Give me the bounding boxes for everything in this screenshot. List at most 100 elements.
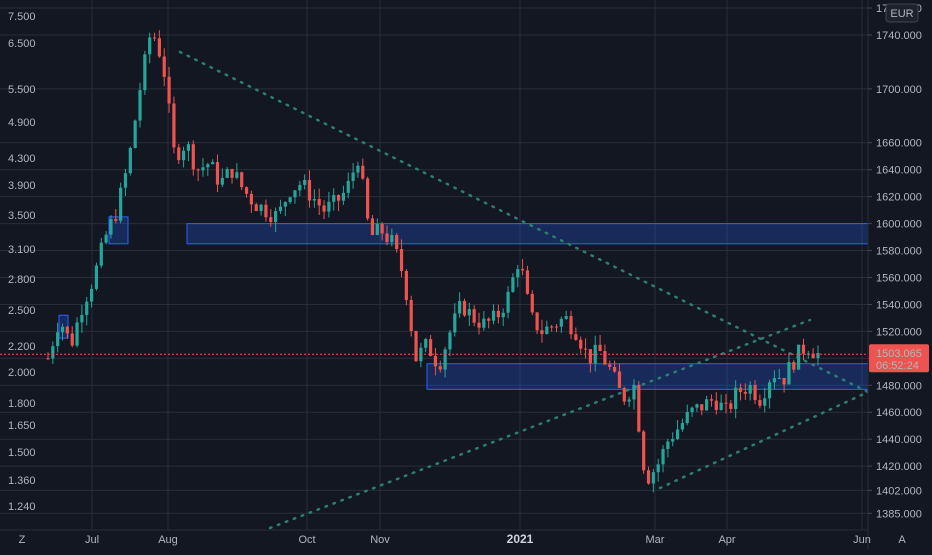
candle-body-up: [293, 190, 297, 198]
candle-body-up: [719, 402, 723, 410]
candle-body-down: [385, 233, 389, 243]
candle-body-down: [70, 333, 74, 346]
candle-body-down: [399, 249, 404, 272]
candle-body-up: [89, 288, 94, 302]
candle-body-up: [104, 234, 108, 243]
candle-body-down: [404, 271, 408, 301]
x-axis-tick-label: Apr: [718, 534, 735, 546]
candle-body-up: [675, 429, 680, 439]
candle-body-down: [554, 326, 559, 328]
x-axis-tick-label: 2021: [507, 532, 534, 546]
candle-body-up: [356, 165, 360, 173]
candle-body-up: [278, 206, 283, 212]
candle-body-up: [443, 349, 447, 370]
left-axis-tick-label: 6.500: [8, 38, 36, 50]
right-axis-tick-label: 1520.000: [876, 326, 922, 338]
corner-label-right: A: [898, 534, 906, 546]
highlight-zone-jul[interactable]: [108, 216, 129, 245]
left-axis-tick-label: 2.800: [8, 274, 36, 286]
candle-body-up: [123, 173, 128, 188]
candle-body-up: [661, 449, 665, 465]
candle-body-down: [177, 147, 181, 161]
candle-body-up: [690, 407, 694, 413]
candle-body-up: [51, 346, 55, 359]
right-axis-tick-label: 1660.000: [876, 138, 922, 150]
candle-body-up: [666, 441, 670, 450]
candle-body-down: [336, 195, 341, 201]
ascending-trendline[interactable]: [268, 318, 812, 530]
currency-label: EUR: [890, 8, 913, 20]
candle-body-down: [230, 168, 234, 178]
candle-body-up: [448, 332, 452, 350]
left-axis-tick-label: 3.500: [8, 210, 36, 222]
candle-body-down: [540, 330, 544, 335]
left-axis-tick-label: 3.100: [8, 244, 36, 256]
candle-body-up: [235, 172, 239, 178]
currency-badge[interactable]: [885, 3, 919, 23]
candle-body-down: [240, 172, 244, 188]
candle-body-up: [680, 423, 685, 430]
candle-body-up: [632, 384, 636, 400]
candle-body-down: [370, 218, 375, 235]
candle-body-down: [603, 351, 607, 365]
candle-body-down: [361, 165, 365, 179]
x-axis-tick-label: Jul: [85, 534, 99, 546]
candle-body-up: [627, 399, 631, 402]
right-axis-background: [868, 0, 932, 550]
resistance-zone-upper[interactable]: [186, 223, 869, 245]
candle-body-up: [181, 150, 186, 161]
candle-body-up: [80, 314, 84, 323]
x-axis-tick-label: Mar: [646, 534, 665, 546]
candle-body-down: [709, 399, 714, 401]
candle-body-down: [191, 144, 195, 170]
candle-body-up: [491, 310, 496, 321]
candle-body-down: [414, 331, 418, 362]
candle-body-up: [85, 301, 89, 315]
descending-trendline[interactable]: [178, 50, 870, 394]
candle-body-up: [206, 164, 210, 168]
left-axis-tick-label: 2.000: [8, 367, 36, 379]
candle-body-up: [283, 202, 287, 207]
candle-body-down: [583, 348, 588, 350]
candle-body-down: [196, 169, 200, 171]
candle-body-up: [424, 339, 428, 348]
candle-body-down: [254, 204, 258, 212]
candle-body-down: [462, 300, 467, 316]
candle-body-down: [811, 353, 815, 359]
candle-body-up: [138, 90, 142, 121]
candle-body-up: [56, 332, 60, 347]
support-zone-lower[interactable]: [426, 363, 869, 390]
highlight-zone-jun[interactable]: [58, 314, 69, 339]
candle-body-up: [259, 204, 263, 212]
left-axis-tick-label: 1.650: [8, 420, 36, 432]
candle-body-down: [438, 366, 442, 370]
candle-body-down: [738, 387, 743, 392]
candle-body-up: [143, 54, 147, 91]
candle-body-up: [772, 378, 777, 383]
candle-body-down: [569, 316, 573, 335]
left-axis-tick-label: 5.500: [8, 84, 36, 96]
candle-body-up: [211, 162, 215, 165]
candle-body-up: [564, 316, 568, 319]
candle-body-down: [792, 362, 796, 370]
candle-body-up: [816, 353, 820, 359]
candle-body-up: [351, 172, 355, 181]
candle-body-up: [734, 387, 738, 409]
candle-body-up: [511, 277, 515, 292]
candle-body-up: [332, 195, 336, 202]
candle-body-up: [109, 219, 113, 235]
candle-body-down: [172, 103, 176, 148]
right-axis-tick-label: 1440.000: [876, 434, 922, 446]
candle-body-down: [782, 378, 786, 385]
candle-body-down: [574, 334, 578, 340]
right-axis-tick-label: 1620.000: [876, 192, 922, 204]
candle-body-down: [487, 318, 491, 321]
candle-body-down: [472, 309, 476, 323]
candle-body-up: [327, 201, 331, 212]
candle-body-up: [186, 144, 191, 151]
left-axis-tick-label: 1.240: [8, 501, 36, 513]
candle-body-down: [366, 178, 370, 219]
left-axis-tick-label: 1.500: [8, 447, 36, 459]
